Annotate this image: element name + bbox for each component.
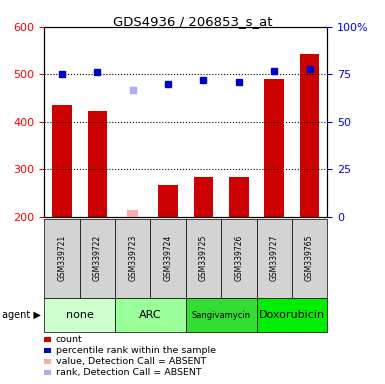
Bar xyxy=(52,105,72,217)
Text: GSM339726: GSM339726 xyxy=(234,235,243,281)
Text: GSM339727: GSM339727 xyxy=(270,235,279,281)
Text: GSM339765: GSM339765 xyxy=(305,235,314,281)
Text: GSM339721: GSM339721 xyxy=(57,235,67,281)
Text: percentile rank within the sample: percentile rank within the sample xyxy=(56,346,216,355)
Bar xyxy=(127,210,138,217)
Text: GSM339725: GSM339725 xyxy=(199,235,208,281)
Bar xyxy=(158,185,178,217)
Bar xyxy=(194,177,213,217)
Bar xyxy=(229,177,249,217)
Text: none: none xyxy=(66,310,94,320)
Text: GDS4936 / 206853_s_at: GDS4936 / 206853_s_at xyxy=(113,15,272,28)
Text: Doxorubicin: Doxorubicin xyxy=(259,310,325,320)
Text: ARC: ARC xyxy=(139,310,162,320)
Text: GSM339722: GSM339722 xyxy=(93,235,102,281)
Text: GSM339723: GSM339723 xyxy=(128,235,137,281)
Text: count: count xyxy=(56,335,82,344)
Text: rank, Detection Call = ABSENT: rank, Detection Call = ABSENT xyxy=(56,367,201,377)
Text: Sangivamycin: Sangivamycin xyxy=(192,311,251,320)
Bar xyxy=(300,54,319,217)
Bar xyxy=(88,111,107,217)
Bar xyxy=(264,79,284,217)
Text: GSM339724: GSM339724 xyxy=(164,235,172,281)
Text: value, Detection Call = ABSENT: value, Detection Call = ABSENT xyxy=(56,357,206,366)
Text: agent ▶: agent ▶ xyxy=(2,310,41,320)
